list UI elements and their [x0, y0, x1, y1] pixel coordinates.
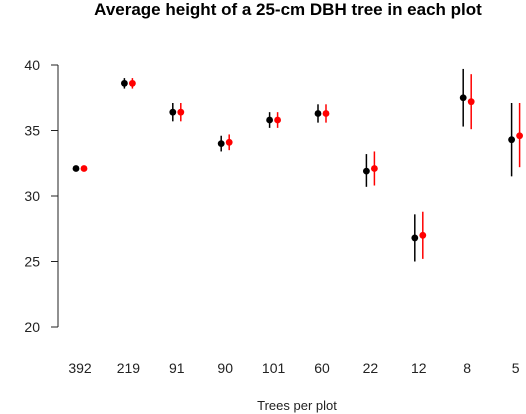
- data-point: [467, 98, 475, 106]
- chart-title: Average height of a 25-cm DBH tree in ea…: [94, 0, 482, 19]
- data-point: [508, 136, 515, 144]
- data-point: [129, 79, 136, 87]
- x-tick-label: 12: [411, 360, 427, 376]
- data-point: [371, 165, 378, 172]
- data-point: [121, 79, 128, 87]
- data-marks: [72, 68, 523, 262]
- x-tick-label: 8: [463, 360, 471, 376]
- x-tick-label: 60: [314, 360, 330, 376]
- y-tick-label: 35: [24, 123, 40, 139]
- x-tick-label: 22: [363, 360, 379, 376]
- data-point: [169, 108, 177, 116]
- data-point: [363, 167, 370, 175]
- y-axis-ticks: 20 25 30 35 40: [24, 57, 58, 335]
- x-tick-label: 219: [117, 360, 141, 376]
- data-point: [516, 132, 523, 140]
- data-point: [411, 234, 419, 242]
- data-point: [322, 110, 330, 117]
- y-tick-label: 25: [24, 254, 40, 270]
- data-point: [274, 116, 281, 124]
- data-point: [314, 110, 322, 117]
- y-tick-label: 20: [24, 319, 40, 335]
- data-point: [419, 231, 427, 239]
- data-point: [72, 165, 80, 172]
- y-tick-label: 40: [24, 57, 40, 73]
- x-tick-label: 5: [512, 360, 520, 376]
- x-tick-label: 91: [169, 360, 185, 376]
- data-point: [177, 108, 185, 116]
- x-tick-label: 90: [217, 360, 233, 376]
- data-point: [217, 140, 225, 148]
- data-point: [225, 138, 233, 146]
- data-point: [266, 116, 273, 124]
- x-tick-label: 392: [68, 360, 92, 376]
- data-point: [459, 94, 467, 102]
- x-axis-tick-labels: 392 219 91 90 101 60 22 12 8 5: [68, 360, 519, 376]
- y-tick-label: 30: [24, 188, 40, 204]
- data-point: [80, 165, 88, 172]
- x-axis-title: Trees per plot: [257, 398, 337, 413]
- x-tick-label: 101: [262, 360, 286, 376]
